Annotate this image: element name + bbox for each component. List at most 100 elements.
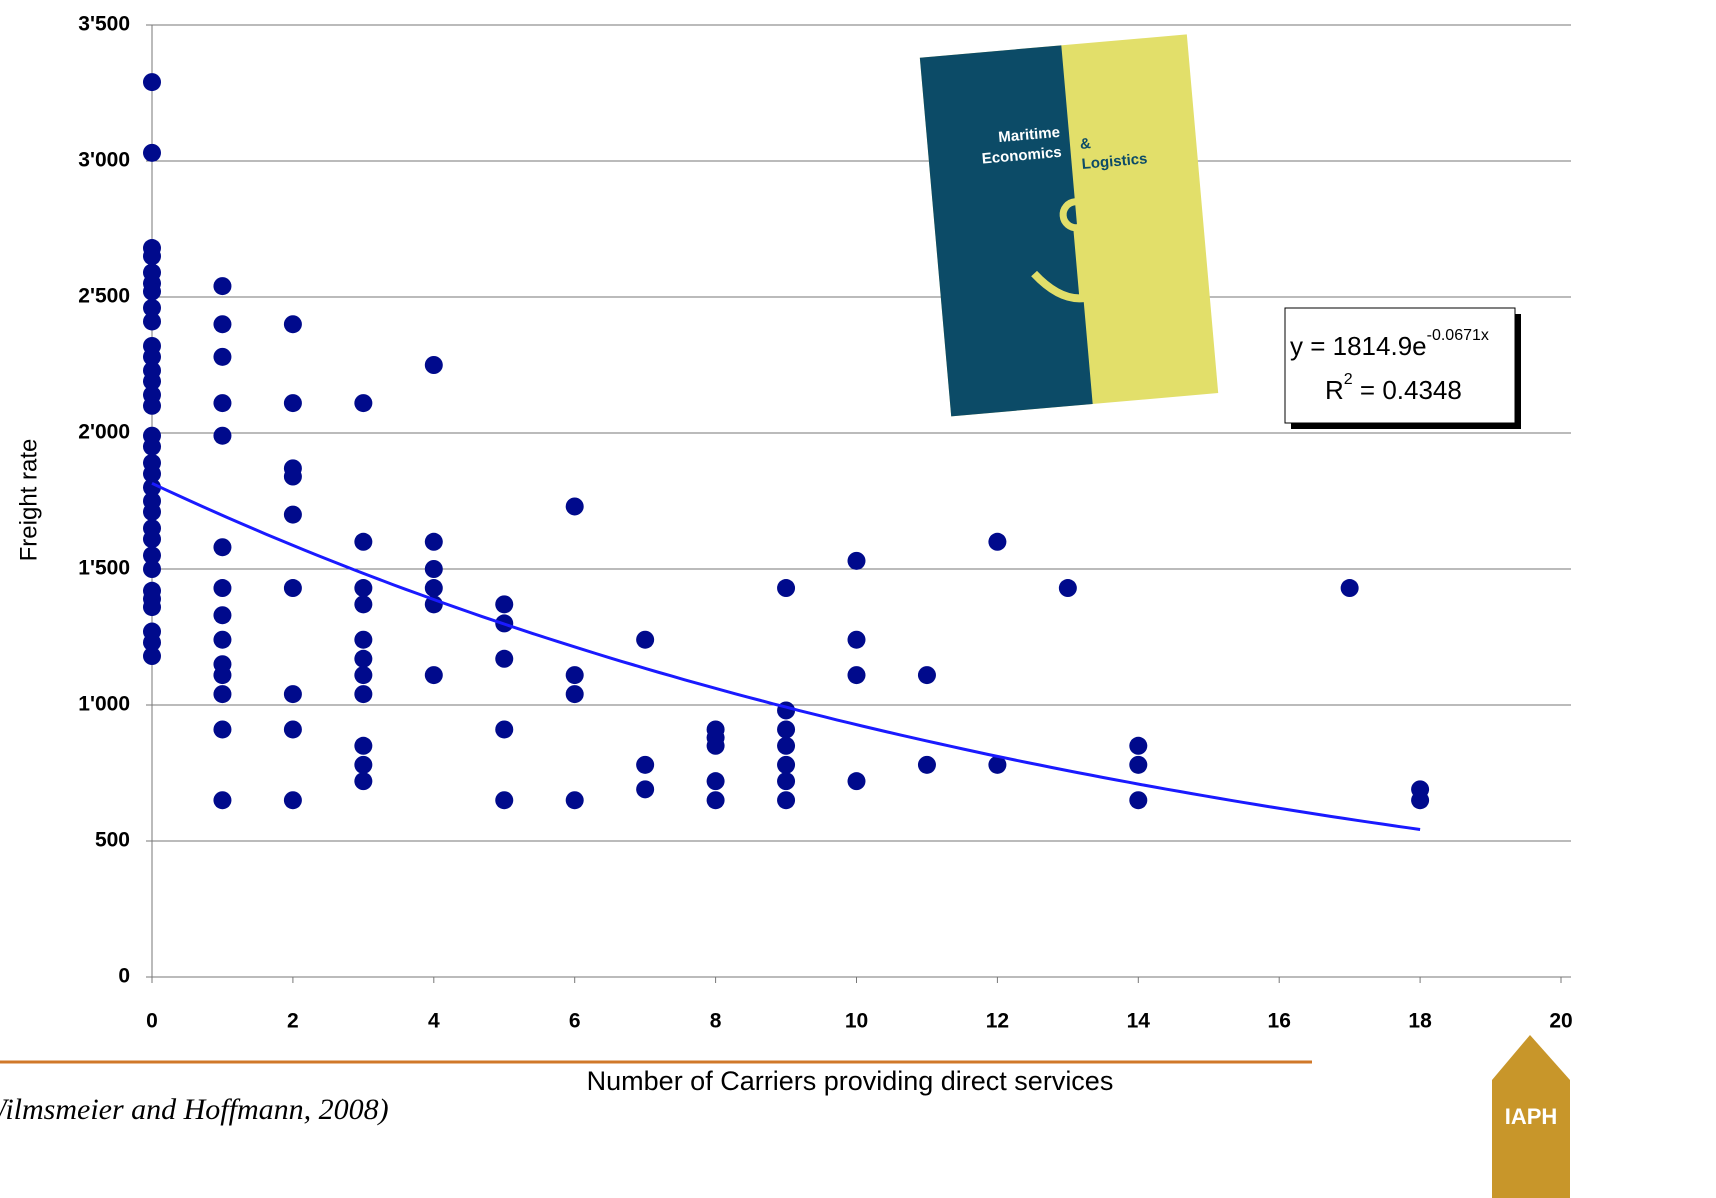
point xyxy=(354,737,372,755)
point xyxy=(566,666,584,684)
point xyxy=(777,579,795,597)
point xyxy=(1341,579,1359,597)
x-tick-label: 2 xyxy=(287,1010,299,1033)
x-tick-label: 0 xyxy=(146,1010,158,1033)
point xyxy=(777,720,795,738)
x-tick-label: 14 xyxy=(1127,1010,1151,1033)
x-tick-label: 8 xyxy=(710,1010,722,1033)
r-label: R xyxy=(1325,375,1344,405)
point xyxy=(284,468,302,486)
point xyxy=(284,394,302,412)
point xyxy=(636,756,654,774)
point xyxy=(495,720,513,738)
chart: Freight rate Number of Carriers providin… xyxy=(0,0,1716,1198)
point xyxy=(425,356,443,374)
point xyxy=(777,737,795,755)
logo-text: IAPH xyxy=(1505,1104,1558,1129)
point xyxy=(918,756,936,774)
point xyxy=(354,394,372,412)
journal-cover: Maritime Economics & Logistics xyxy=(920,34,1218,416)
point xyxy=(143,247,161,265)
point xyxy=(143,530,161,548)
x-tick-label: 10 xyxy=(845,1010,868,1033)
point xyxy=(848,772,866,790)
point xyxy=(213,606,231,624)
r-exponent: 2 xyxy=(1344,371,1353,388)
point xyxy=(495,650,513,668)
point xyxy=(495,791,513,809)
point xyxy=(848,552,866,570)
cover-title: & xyxy=(1079,135,1091,153)
x-tick-label: 4 xyxy=(428,1010,440,1033)
point xyxy=(284,791,302,809)
point xyxy=(143,598,161,616)
equation-exponent: -0.0671x xyxy=(1427,327,1489,344)
point xyxy=(354,579,372,597)
point xyxy=(213,394,231,412)
citation: (Wilmsmeier and Hoffmann, 2008) xyxy=(0,1093,389,1126)
point xyxy=(354,772,372,790)
point xyxy=(1129,756,1147,774)
x-tick-label: 12 xyxy=(986,1010,1009,1033)
point xyxy=(566,791,584,809)
point xyxy=(495,595,513,613)
point xyxy=(425,533,443,551)
equation-text: y = 1814.9e xyxy=(1290,331,1427,361)
x-tick-label: 16 xyxy=(1268,1010,1291,1033)
equation-box: y = 1814.9e-0.0671x R2 = 0.4348 xyxy=(1285,308,1521,429)
point xyxy=(213,720,231,738)
point xyxy=(354,650,372,668)
point xyxy=(213,631,231,649)
point xyxy=(213,791,231,809)
point xyxy=(213,538,231,556)
point xyxy=(1059,579,1077,597)
y-tick-label: 1'500 xyxy=(78,557,130,580)
point xyxy=(848,666,866,684)
y-tick-label: 1'000 xyxy=(78,693,130,716)
x-tick-label: 6 xyxy=(569,1010,581,1033)
point xyxy=(777,791,795,809)
point xyxy=(284,506,302,524)
point xyxy=(636,780,654,798)
point xyxy=(354,666,372,684)
y-tick-label: 3'500 xyxy=(78,13,130,36)
point xyxy=(707,737,725,755)
point xyxy=(213,277,231,295)
point xyxy=(425,579,443,597)
y-axis-title: Freight rate xyxy=(15,439,42,562)
point xyxy=(425,560,443,578)
point xyxy=(143,283,161,301)
point xyxy=(143,73,161,91)
point xyxy=(213,348,231,366)
point xyxy=(777,772,795,790)
point xyxy=(143,312,161,330)
point xyxy=(425,666,443,684)
point xyxy=(213,579,231,597)
point xyxy=(566,685,584,703)
point xyxy=(1129,791,1147,809)
point xyxy=(284,579,302,597)
point xyxy=(1129,737,1147,755)
y-tick-label: 2'500 xyxy=(78,285,130,308)
point xyxy=(566,497,584,515)
point xyxy=(143,397,161,415)
box xyxy=(1285,308,1515,423)
point xyxy=(213,666,231,684)
point xyxy=(354,533,372,551)
point xyxy=(354,595,372,613)
point xyxy=(354,631,372,649)
point xyxy=(143,503,161,521)
x-tick-label: 20 xyxy=(1549,1010,1572,1033)
y-tick-label: 3'000 xyxy=(78,149,130,172)
logo: IAPH xyxy=(1492,1035,1570,1198)
point xyxy=(988,533,1006,551)
page: Freight rate Number of Carriers providin… xyxy=(0,0,1716,1198)
y-tick-label: 500 xyxy=(95,829,130,852)
point xyxy=(213,427,231,445)
y-tick-label: 2'000 xyxy=(78,421,130,444)
point xyxy=(848,631,866,649)
point xyxy=(777,756,795,774)
x-tick-label: 18 xyxy=(1408,1010,1432,1033)
point xyxy=(284,315,302,333)
point xyxy=(143,438,161,456)
